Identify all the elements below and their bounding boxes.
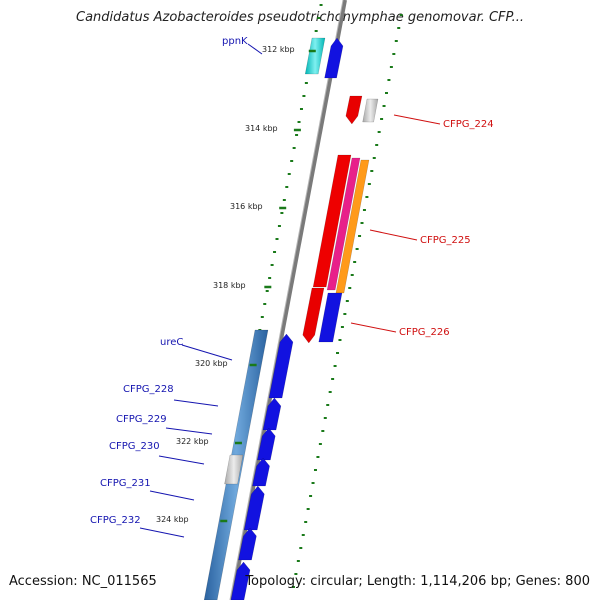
leader-line	[393, 114, 441, 125]
gene-label: CFPG_226	[399, 327, 450, 338]
scale-label: 322 kbp	[176, 437, 209, 446]
scale-labels: 312 kbp 314 kbp 316 kbp 318 kbp 320 kbp 322 k…	[156, 45, 316, 524]
gene-label: CFPG_224	[443, 119, 494, 130]
gene-label: CFPG_232	[90, 515, 141, 526]
scale-label: 320 kbp	[195, 359, 228, 368]
gene-CFPG_225-red	[312, 154, 352, 288]
gene-labels: ppnK ureC CFPG_228 CFPG_229 CFPG_230 CFPG_231…	[90, 36, 494, 538]
leader-line	[350, 322, 397, 333]
gene-CFPG_225-orange	[335, 159, 370, 294]
gene-features	[203, 37, 379, 600]
gene-label: CFPG_229	[116, 414, 167, 425]
scale-label: 324 kbp	[156, 515, 189, 524]
genome-axis-highlight	[229, 0, 344, 600]
map-title: Candidatus Azobacteroides pseudotrichony…	[76, 10, 524, 25]
leader-line	[173, 399, 219, 407]
leader-line	[247, 43, 263, 55]
gene-CFPG_224	[345, 95, 363, 125]
leader-line	[369, 229, 418, 241]
gene-CFPG_230-gray	[224, 454, 244, 485]
leader-line	[158, 455, 205, 465]
scale-label: 318 kbp	[213, 281, 246, 290]
leader-line	[149, 490, 195, 501]
gene-label: CFPG_225	[420, 235, 471, 246]
gene-CFPG_225-pink	[326, 157, 361, 291]
gene-label: CFPG_231	[100, 478, 151, 489]
accession-text: Accession: NC_011565	[9, 574, 157, 589]
gene-blue-arrow-6	[230, 561, 251, 600]
scale-label: 312 kbp	[262, 45, 295, 54]
gene-blue-arrow-0	[268, 333, 294, 399]
leader-line	[165, 427, 213, 435]
gene-label: ppnK	[222, 36, 248, 47]
gene-ppnK	[304, 37, 326, 75]
scale-label: 314 kbp	[245, 124, 278, 133]
gene-blue-arrow-5	[238, 527, 257, 561]
gene-CFPG_224-gray	[362, 98, 379, 123]
gene-label: CFPG_228	[123, 384, 174, 395]
gene-CFPG_226-red	[302, 287, 325, 344]
leader-line	[139, 527, 185, 538]
gene-blue-arrow-3	[252, 457, 270, 487]
leader-line	[181, 344, 233, 361]
gene-label: ureC	[160, 337, 183, 348]
scale-label: 316 kbp	[230, 202, 263, 211]
gene-ppnK-arrow	[324, 37, 344, 79]
gene-CFPG_226-blue	[318, 292, 343, 343]
topology-text: Topology: circular; Length: 1,114,206 bp…	[245, 574, 590, 589]
outer-tick-track	[291, 14, 403, 588]
gene-label: CFPG_230	[109, 441, 160, 452]
